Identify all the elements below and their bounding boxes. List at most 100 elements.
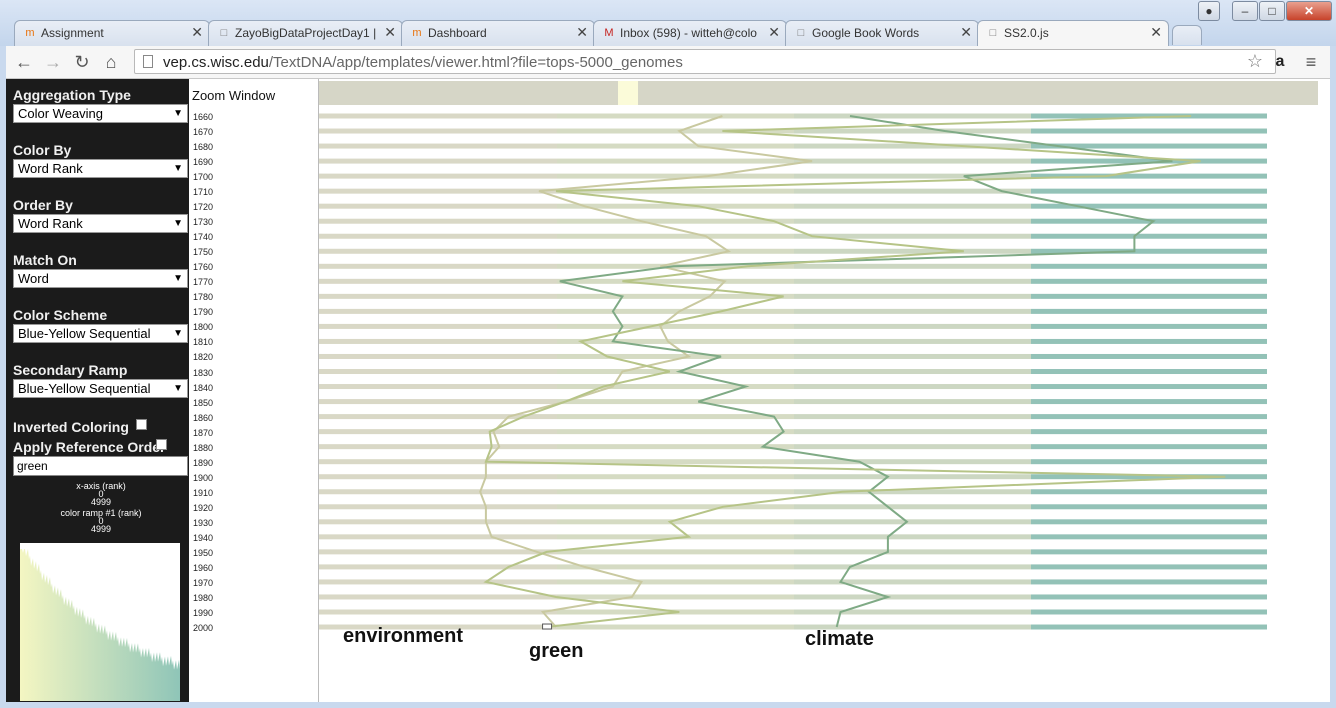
aggregation-type-select[interactable]: Color Weaving ▼ <box>13 104 188 123</box>
year-stripe <box>1031 263 1267 269</box>
moodle-icon: m <box>412 27 422 39</box>
secondary-ramp-value: Blue-Yellow Sequential <box>18 381 151 396</box>
year-stripe <box>1031 549 1267 555</box>
maximize-button[interactable]: □ <box>1259 1 1285 21</box>
home-button[interactable]: ⌂ <box>105 52 117 72</box>
year-label: 1890 <box>193 457 214 468</box>
browser-tab[interactable]: m Assignment ✕ <box>14 20 210 46</box>
year-stripe <box>557 323 794 329</box>
year-stripe <box>794 504 1031 510</box>
year-stripe <box>557 113 794 119</box>
page-icon: □ <box>220 27 228 39</box>
back-button[interactable]: ← <box>15 52 33 72</box>
year-stripe <box>794 218 1031 224</box>
year-stripe <box>1031 519 1267 525</box>
year-stripe <box>1031 369 1267 375</box>
close-tab-icon[interactable]: ✕ <box>384 24 396 40</box>
year-stripe <box>1031 399 1267 405</box>
browser-tab[interactable]: m Dashboard ✕ <box>401 20 595 46</box>
order-by-label: Order By <box>13 197 73 213</box>
year-stripe <box>794 384 1031 390</box>
zoom-window-selection <box>618 81 638 105</box>
close-tab-icon[interactable]: ✕ <box>768 24 780 40</box>
year-stripe <box>557 233 794 239</box>
color-weaving-chart[interactable]: environment green climate <box>319 79 1330 702</box>
year-label: 1930 <box>193 517 214 528</box>
apply-reference-order-checkbox[interactable] <box>156 439 167 450</box>
moodle-icon: m <box>25 27 35 39</box>
color-scheme-select[interactable]: Blue-Yellow Sequential ▼ <box>13 324 188 343</box>
year-stripe <box>794 429 1031 435</box>
color-by-select[interactable]: Word Rank ▼ <box>13 159 188 178</box>
year-stripe <box>319 384 557 390</box>
match-on-label: Match On <box>13 252 77 268</box>
amazon-extension-icon[interactable]: a <box>1275 53 1285 70</box>
browser-tab[interactable]: □ Google Book Words ✕ <box>785 20 979 46</box>
close-tab-icon[interactable]: ✕ <box>576 24 588 40</box>
year-stripe <box>319 158 557 164</box>
year-stripe <box>319 188 557 194</box>
browser-tab[interactable]: □ SS2.0.js ✕ <box>977 20 1169 47</box>
year-stripe <box>319 353 557 359</box>
year-label: 1800 <box>193 322 214 333</box>
year-stripe <box>557 489 794 495</box>
minimize-button[interactable]: – <box>1232 1 1258 21</box>
year-stripe <box>557 579 794 585</box>
browser-tab[interactable]: M Inbox (598) - witteh@colo ✕ <box>593 20 787 46</box>
match-on-value: Word <box>18 271 49 286</box>
year-stripe <box>794 549 1031 555</box>
year-label: 1830 <box>193 367 214 378</box>
series-line-environment <box>479 115 813 628</box>
secondary-ramp-select[interactable]: Blue-Yellow Sequential ▼ <box>13 379 188 398</box>
year-stripe <box>319 474 557 480</box>
profile-button[interactable]: ● <box>1198 1 1220 21</box>
year-stripe <box>557 293 794 299</box>
year-stripe <box>1031 459 1267 465</box>
year-stripe <box>557 399 794 405</box>
close-tab-icon[interactable]: ✕ <box>191 24 203 40</box>
secondary-ramp-label: Secondary Ramp <box>13 362 128 378</box>
year-stripe <box>557 384 794 390</box>
year-stripe <box>319 143 557 149</box>
dropdown-arrow-icon: ▼ <box>173 163 183 174</box>
aggregation-type-value: Color Weaving <box>18 106 104 121</box>
year-stripe <box>1031 293 1267 299</box>
year-label: 1790 <box>193 307 214 318</box>
year-stripe <box>794 113 1031 119</box>
new-tab-button[interactable] <box>1172 25 1202 45</box>
order-by-select[interactable]: Word Rank ▼ <box>13 214 188 233</box>
inverted-coloring-checkbox[interactable] <box>136 419 147 430</box>
year-stripe <box>794 414 1031 420</box>
close-tab-icon[interactable]: ✕ <box>1150 24 1162 40</box>
year-stripe <box>794 338 1031 344</box>
url-host: vep.cs.wisc.edu <box>163 54 269 71</box>
year-stripe <box>794 624 1031 630</box>
green-end-marker <box>542 623 553 630</box>
match-on-select[interactable]: Word ▼ <box>13 269 188 288</box>
tab-label: Inbox (598) - witteh@colo <box>620 26 757 40</box>
year-stripe <box>1031 504 1267 510</box>
address-bar[interactable]: vep.cs.wisc.edu/TextDNA/app/templates/vi… <box>134 49 1276 74</box>
year-stripe <box>1031 158 1267 164</box>
close-tab-icon[interactable]: ✕ <box>960 24 972 40</box>
year-stripe <box>557 534 794 540</box>
word-search-input[interactable]: green <box>13 456 188 476</box>
year-stripe <box>319 233 557 239</box>
browser-tab[interactable]: □ ZayoBigDataProjectDay1 | ✕ <box>208 20 403 46</box>
page-icon: □ <box>989 27 997 39</box>
year-stripe <box>794 233 1031 239</box>
menu-icon[interactable]: ≡ <box>1305 52 1317 72</box>
year-stripe <box>1031 233 1267 239</box>
bookmark-star-icon[interactable]: ☆ <box>1246 51 1263 71</box>
forward-button[interactable]: → <box>44 52 62 72</box>
year-stripe <box>319 429 557 435</box>
color-scheme-value: Blue-Yellow Sequential <box>18 326 151 341</box>
year-stripe <box>1031 188 1267 194</box>
year-stripe <box>319 278 557 284</box>
close-window-button[interactable]: ✕ <box>1286 1 1332 21</box>
series-line-climate <box>559 115 1173 628</box>
reload-button[interactable]: ↻ <box>74 52 90 72</box>
year-stripe <box>319 113 557 119</box>
year-label: 1820 <box>193 352 214 363</box>
dropdown-arrow-icon: ▼ <box>173 383 183 394</box>
